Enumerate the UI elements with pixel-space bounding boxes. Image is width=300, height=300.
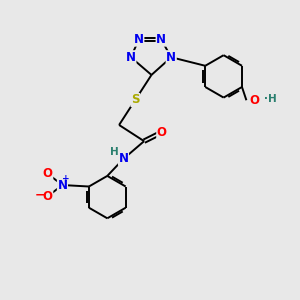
Text: O: O xyxy=(157,126,167,139)
Text: O: O xyxy=(43,190,53,203)
Text: N: N xyxy=(118,152,128,165)
Text: H: H xyxy=(110,147,119,158)
Text: O: O xyxy=(43,167,53,180)
Text: N: N xyxy=(126,51,136,64)
Text: ·H: ·H xyxy=(264,94,277,104)
Text: −: − xyxy=(34,188,45,201)
Text: S: S xyxy=(131,93,140,106)
Text: O: O xyxy=(250,94,260,107)
Text: +: + xyxy=(62,174,70,183)
Text: N: N xyxy=(134,33,144,46)
Text: N: N xyxy=(156,33,166,46)
Text: N: N xyxy=(166,51,176,64)
Text: N: N xyxy=(57,178,68,191)
